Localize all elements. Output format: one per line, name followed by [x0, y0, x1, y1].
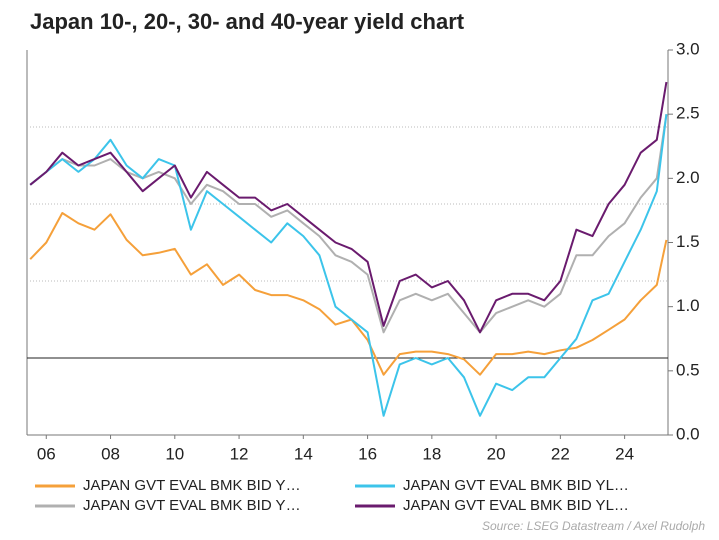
y-tick-label: 1.5 — [676, 232, 700, 251]
chart-title: Japan 10-, 20-, 30- and 40-year yield ch… — [30, 9, 465, 34]
x-tick-label: 22 — [551, 444, 570, 463]
x-tick-label: 06 — [37, 444, 56, 463]
legend-label: JAPAN GVT EVAL BMK BID YL… — [403, 497, 629, 514]
source: Source: LSEG Datastream / Axel Rudolph — [482, 519, 705, 533]
x-tick-label: 20 — [487, 444, 506, 463]
series-line — [29, 114, 668, 334]
x-tick-label: 18 — [422, 444, 441, 463]
x-tick-label: 12 — [230, 444, 249, 463]
x-tick-label: 16 — [358, 444, 377, 463]
x-tick-label: 08 — [101, 444, 120, 463]
y-tick-label: 2.0 — [676, 168, 700, 187]
x-tick-label: 24 — [615, 444, 634, 463]
legend-label: JAPAN GVT EVAL BMK BID YL… — [403, 477, 629, 494]
y-tick-label: 1.0 — [676, 296, 700, 315]
y-tick-label: 0.5 — [676, 360, 700, 379]
x-tick-label: 14 — [294, 444, 313, 463]
y-tick-label: 3.0 — [676, 39, 700, 58]
legend-label: JAPAN GVT EVAL BMK BID Y… — [83, 497, 301, 514]
x-tick-label: 10 — [165, 444, 184, 463]
legend-label: JAPAN GVT EVAL BMK BID Y… — [83, 477, 301, 494]
series-line — [29, 81, 668, 334]
series-line — [29, 114, 668, 417]
y-tick-label: 0.0 — [676, 424, 700, 443]
y-tick-label: 2.5 — [676, 104, 700, 123]
